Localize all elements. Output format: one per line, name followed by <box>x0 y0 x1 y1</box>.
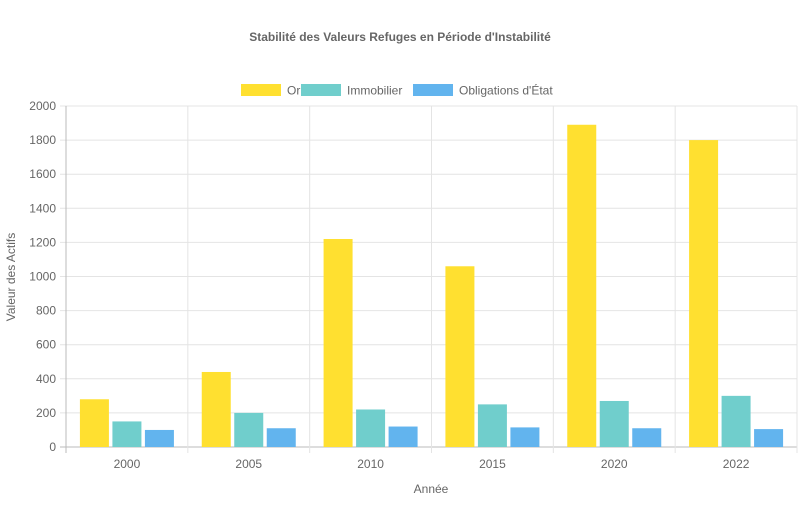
x-axis-ticks: 2000 2005 2010 2015 2020 2022 <box>114 457 750 471</box>
legend-swatch <box>241 84 281 96</box>
legend-item: Immobilier <box>301 84 402 98</box>
legend-item: Or <box>241 84 300 98</box>
y-axis-ticks: 0 200 400 600 800 1000 1200 1400 1600 1800 2000 <box>29 99 56 454</box>
bar-immobilier-2020 <box>599 400 629 447</box>
bars <box>79 124 784 447</box>
bar-obligations-d-tat-2015 <box>510 427 540 447</box>
bar-or-2005 <box>201 371 231 447</box>
x-tick-label: 2000 <box>114 457 141 471</box>
bar-or-2015 <box>445 266 475 447</box>
grid <box>60 105 798 453</box>
bar-or-2020 <box>567 124 597 447</box>
bar-obligations-d-tat-2000 <box>144 429 174 447</box>
legend: Or Immobilier Obligations d'État <box>241 83 553 98</box>
x-tick-label: 2022 <box>723 457 750 471</box>
y-tick-label: 600 <box>36 338 56 352</box>
bar-immobilier-2010 <box>356 409 386 447</box>
y-tick-label: 1000 <box>29 270 56 284</box>
bar-or-2000 <box>79 399 109 447</box>
legend-swatch <box>413 84 453 96</box>
bar-immobilier-2000 <box>112 421 142 447</box>
x-axis-label: Année <box>414 482 449 496</box>
x-tick-label: 2010 <box>357 457 384 471</box>
y-tick-label: 1200 <box>29 235 56 249</box>
y-tick-label: 400 <box>36 372 56 386</box>
y-tick-label: 200 <box>36 406 56 420</box>
y-tick-label: 1800 <box>29 133 56 147</box>
bar-immobilier-2015 <box>477 404 507 447</box>
legend-label: Or <box>287 84 300 98</box>
y-tick-label: 1400 <box>29 201 56 215</box>
y-tick-label: 0 <box>49 440 56 454</box>
legend-label: Obligations d'État <box>459 83 553 98</box>
y-axis-label: Valeur des Actifs <box>4 233 18 322</box>
bar-obligations-d-tat-2010 <box>388 426 418 447</box>
bar-immobilier-2022 <box>721 395 751 447</box>
legend-item: Obligations d'État <box>413 83 553 98</box>
legend-label: Immobilier <box>347 84 402 98</box>
bar-obligations-d-tat-2020 <box>632 428 662 447</box>
y-tick-label: 1600 <box>29 167 56 181</box>
y-tick-label: 800 <box>36 304 56 318</box>
bar-or-2010 <box>323 238 353 447</box>
legend-swatch <box>301 84 341 96</box>
bar-or-2022 <box>689 140 719 447</box>
x-tick-label: 2015 <box>479 457 506 471</box>
bar-obligations-d-tat-2005 <box>266 428 296 447</box>
bar-immobilier-2005 <box>234 412 264 447</box>
bar-obligations-d-tat-2022 <box>754 429 784 447</box>
x-tick-label: 2020 <box>601 457 628 471</box>
chart-title: Stabilité des Valeurs Refuges en Période… <box>249 30 551 44</box>
y-tick-label: 2000 <box>29 99 56 113</box>
x-tick-label: 2005 <box>235 457 262 471</box>
